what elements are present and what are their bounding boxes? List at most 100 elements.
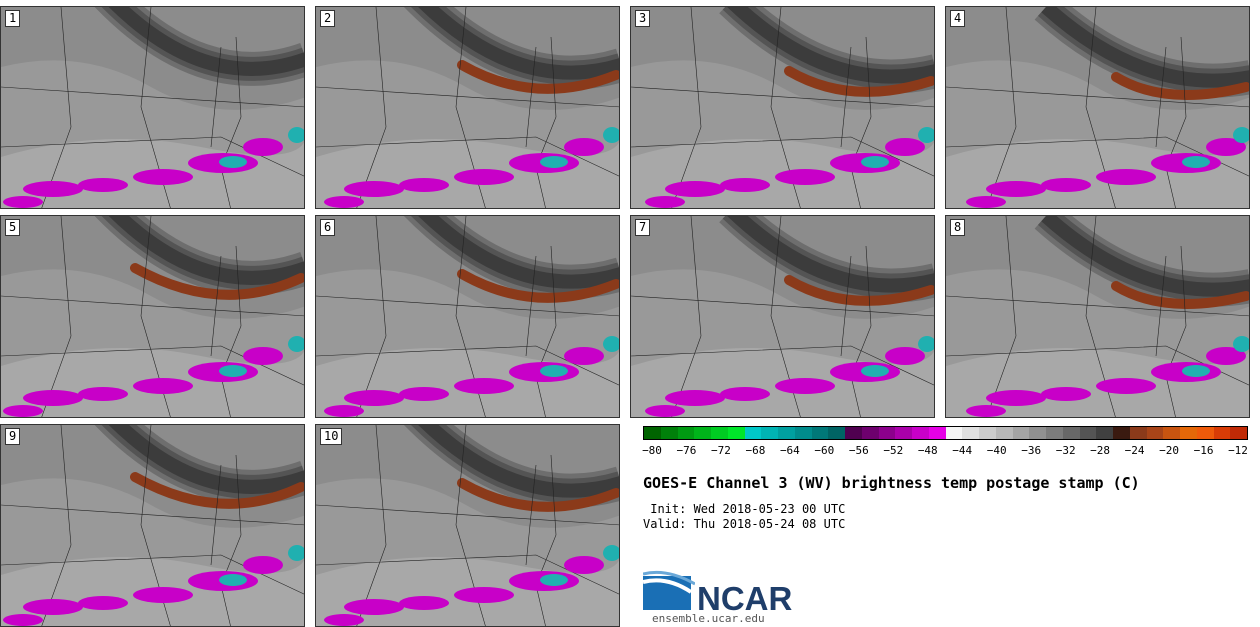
ncar-logo-text: NCAR	[697, 580, 793, 617]
colorbar-swatch	[1079, 427, 1097, 439]
panel-label: 2	[320, 10, 336, 27]
panel-label: 1	[5, 10, 21, 27]
panel-3: 3	[630, 6, 935, 209]
wv-map-5	[1, 216, 304, 417]
convection-area	[3, 545, 304, 626]
jet-core	[457, 60, 619, 94]
colorbar-swatch	[928, 427, 946, 439]
colorbar-swatch	[711, 427, 728, 439]
colorbar-swatch	[895, 427, 912, 439]
colorbar-swatch	[962, 427, 979, 439]
jet-core	[1111, 281, 1249, 309]
init-time: Init: Wed 2018-05-23 00 UTC	[643, 502, 846, 516]
jet-core	[130, 263, 304, 300]
panel-label: 8	[950, 219, 966, 236]
colorbar-swatch	[694, 427, 711, 439]
colorbar-tick: −12	[1228, 444, 1248, 457]
colorbar	[643, 426, 1248, 440]
colorbar-tick: −52	[883, 444, 904, 457]
panel-label: 10	[320, 428, 343, 445]
wv-map-10	[316, 425, 619, 626]
colorbar-swatch	[660, 427, 678, 439]
panel-7: 7	[630, 215, 935, 418]
colorbar-swatch	[1180, 427, 1197, 439]
jet-core	[130, 472, 304, 509]
colorbar-tick: −60	[814, 444, 835, 457]
logo-url: ensemble.ucar.edu	[652, 612, 765, 625]
panel-label: 6	[320, 219, 336, 236]
colorbar-swatch	[778, 427, 795, 439]
wv-map-3	[631, 7, 934, 208]
panel-2: 2	[315, 6, 620, 209]
wv-map-9	[1, 425, 304, 626]
colorbar-tick: −20	[1159, 444, 1179, 457]
colorbar-swatch	[1129, 427, 1147, 439]
convection-area	[324, 336, 619, 417]
wv-map-6	[316, 216, 619, 417]
panel-label: 7	[635, 219, 651, 236]
colorbar-tick: −76	[676, 444, 697, 457]
colorbar-swatch	[1113, 427, 1130, 439]
jet-core	[457, 478, 619, 512]
colorbar-tick: −80	[642, 444, 662, 457]
panel-label: 9	[5, 428, 21, 445]
jet-core	[457, 269, 619, 303]
panel-8: 8	[945, 215, 1250, 418]
wv-map-7	[631, 216, 934, 417]
panel-4: 4	[945, 6, 1250, 209]
colorbar-swatch	[1062, 427, 1080, 439]
colorbar-tick: −40	[986, 444, 1007, 457]
convection-area	[324, 545, 619, 626]
colorbar-swatch	[1196, 427, 1214, 439]
panel-label: 5	[5, 219, 21, 236]
convection-area	[645, 127, 934, 208]
colorbar-swatch	[761, 427, 778, 439]
colorbar-swatch	[945, 427, 963, 439]
panel-6: 6	[315, 215, 620, 418]
wv-map-4	[946, 7, 1249, 208]
colorbar-swatch	[1146, 427, 1164, 439]
colorbar-swatch	[644, 427, 661, 439]
wv-map-1	[1, 7, 304, 208]
convection-area	[966, 336, 1249, 417]
panel-9: 9	[0, 424, 305, 627]
colorbar-swatch	[995, 427, 1013, 439]
colorbar-swatch	[1163, 427, 1180, 439]
colorbar-tick: −44	[952, 444, 973, 457]
colorbar-swatch	[794, 427, 812, 439]
colorbar-swatch	[727, 427, 745, 439]
colorbar-tick: −36	[1021, 444, 1042, 457]
colorbar-tick: −68	[745, 444, 766, 457]
jet-core	[784, 66, 934, 97]
panel-5: 5	[0, 215, 305, 418]
colorbar-swatch	[1046, 427, 1063, 439]
convection-area	[645, 336, 934, 417]
colorbar-swatch	[979, 427, 996, 439]
colorbar-ticks: −80 −76 −72 −68 −64 −60 −56 −52 −48 −44 −40 −36 −32 −…	[642, 444, 1248, 460]
colorbar-swatch	[1230, 427, 1247, 439]
colorbar-tick: −16	[1193, 444, 1214, 457]
ncar-logo-icon	[643, 570, 695, 610]
colorbar-swatch	[1029, 427, 1046, 439]
colorbar-swatch	[811, 427, 829, 439]
convection-area	[3, 127, 304, 208]
colorbar-swatch	[677, 427, 695, 439]
colorbar-swatch	[861, 427, 879, 439]
jet-core	[784, 275, 934, 306]
colorbar-tick: −24	[1124, 444, 1145, 457]
colorbar-tick: −64	[779, 444, 800, 457]
colorbar-tick: −28	[1090, 444, 1111, 457]
convection-area	[3, 336, 304, 417]
colorbar-swatch	[1012, 427, 1030, 439]
colorbar-tick: −32	[1055, 444, 1076, 457]
panel-label: 3	[635, 10, 651, 27]
colorbar-swatch	[828, 427, 845, 439]
colorbar-swatch	[744, 427, 762, 439]
colorbar-swatch	[1096, 427, 1113, 439]
panel-10: 10	[315, 424, 620, 627]
colorbar-swatch	[878, 427, 896, 439]
convection-area	[966, 127, 1249, 208]
wv-map-8	[946, 216, 1249, 417]
panel-label: 4	[950, 10, 966, 27]
convection-area	[324, 127, 619, 208]
